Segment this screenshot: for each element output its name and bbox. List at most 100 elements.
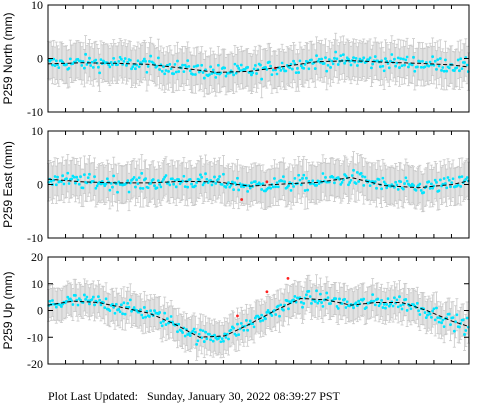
data-point [185, 65, 188, 69]
data-point [79, 59, 82, 63]
data-point [229, 328, 233, 332]
data-point [89, 64, 93, 67]
data-point [145, 309, 149, 313]
outlier-point [236, 314, 239, 318]
data-point [399, 180, 403, 184]
data-point [410, 63, 414, 67]
data-point [260, 77, 264, 81]
data-point [239, 321, 243, 325]
data-point [349, 63, 353, 67]
data-point [167, 70, 170, 73]
data-point [384, 57, 387, 60]
data-point [359, 171, 363, 175]
data-point [403, 63, 406, 67]
data-point [244, 319, 248, 322]
data-point [170, 177, 174, 181]
chart-panel-2: -10 0 10 P259 East (mm) [1, 124, 470, 245]
data-point [281, 308, 285, 312]
data-point [70, 177, 74, 181]
data-point [85, 62, 89, 66]
data-point [72, 175, 76, 179]
data-point [234, 334, 238, 337]
data-point [357, 180, 361, 183]
data-point [442, 69, 446, 73]
data-point [207, 73, 211, 77]
data-point [54, 305, 58, 309]
data-point [216, 177, 220, 181]
data-point [324, 56, 327, 60]
data-point [82, 66, 86, 70]
data-point [352, 168, 355, 172]
data-point [81, 186, 85, 190]
data-point [123, 312, 127, 316]
data-point [65, 177, 68, 181]
data-point [443, 182, 447, 185]
data-point [358, 57, 362, 61]
data-point [112, 56, 116, 60]
data-point [177, 70, 181, 73]
data-point [335, 57, 339, 61]
data-point [132, 306, 136, 309]
data-point [117, 59, 121, 63]
data-point [368, 184, 372, 187]
data-point [107, 63, 110, 66]
data-point [362, 56, 366, 60]
data-point [52, 178, 56, 182]
data-point [197, 178, 201, 182]
data-point [168, 183, 172, 187]
data-point [298, 178, 302, 182]
data-point [126, 61, 130, 64]
data-point [290, 67, 294, 71]
data-point [191, 329, 195, 333]
data-point [142, 57, 146, 61]
data-point [153, 184, 156, 188]
data-point [96, 65, 100, 69]
data-point [276, 304, 280, 308]
data-point [419, 189, 423, 192]
data-point [355, 171, 359, 174]
data-point [283, 303, 287, 307]
data-point [113, 311, 117, 315]
data-point [345, 300, 349, 304]
y-tick-label: -20 [27, 357, 43, 371]
data-point [325, 69, 329, 73]
data-point [53, 175, 57, 178]
data-point [196, 64, 200, 67]
data-point [325, 291, 329, 295]
outlier-point [240, 198, 244, 201]
data-point [201, 71, 205, 74]
data-point [412, 55, 415, 59]
data-point [327, 58, 331, 61]
data-point [404, 298, 408, 301]
data-point [297, 173, 301, 177]
data-point [238, 69, 242, 72]
data-point [153, 309, 156, 313]
data-point [343, 297, 347, 301]
data-point [377, 178, 381, 181]
data-point [399, 57, 403, 61]
data-point [334, 297, 338, 301]
data-point [162, 319, 165, 323]
data-point [350, 174, 354, 177]
data-point [49, 179, 53, 183]
data-point [114, 302, 118, 306]
data-point [94, 58, 98, 62]
y-tick-label: 20 [31, 250, 43, 264]
data-point [250, 181, 253, 185]
data-point [99, 182, 103, 186]
data-point [394, 64, 398, 68]
data-point [289, 62, 293, 66]
data-point [419, 65, 423, 69]
data-point [56, 175, 59, 179]
data-point [344, 306, 348, 309]
data-point [338, 297, 341, 301]
data-point [104, 297, 108, 301]
data-point [438, 57, 442, 60]
data-point [259, 182, 262, 186]
data-point [204, 68, 207, 72]
data-point [251, 322, 255, 326]
data-point [431, 186, 435, 190]
data-point [316, 301, 320, 305]
last-updated-label: Plot Last Updated: [48, 389, 138, 403]
data-point [373, 180, 377, 184]
